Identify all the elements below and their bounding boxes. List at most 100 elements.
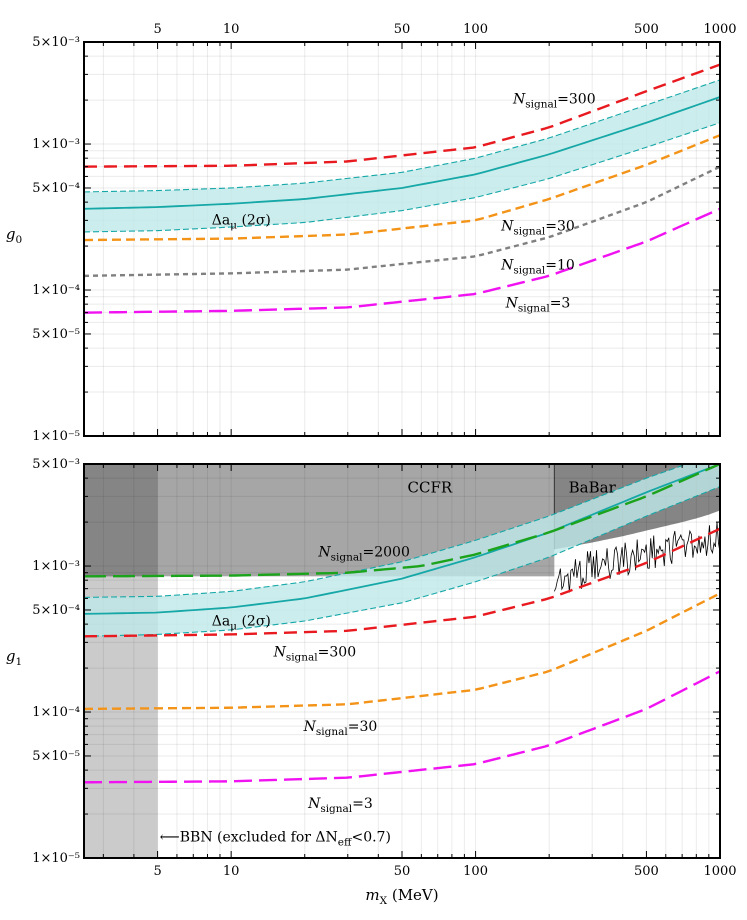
curve-label-prefix: N [505,295,519,311]
x-axis-label-sub: X [380,895,388,907]
bbn-label-text: ⟵BBN (excluded for ΔN [160,829,338,845]
babar-label: BaBar [569,478,617,496]
x-tick-label: 100 [463,864,488,879]
y-axis-label: g0 [6,225,22,246]
series-10-label: Nsignal=10 [500,258,575,277]
plot-area-top [84,42,720,436]
curve-label-sub: signal [513,265,545,277]
curve-label-sub: signal [513,226,545,238]
x-tick-label: 50 [394,864,411,879]
x-top-tick-label: 5 [153,22,161,37]
y-tick-label: 1×10⁻⁴ [32,705,80,720]
series-30-line [84,592,720,711]
x-tick-label: 500 [634,864,659,879]
x-tick-label: 5 [153,864,161,879]
curve-label-prefix: N [512,92,526,108]
y-tick-label: 5×10⁻⁵ [32,327,80,342]
curve-label-sub: signal [518,302,550,314]
curve-label-value: =3 [352,796,373,812]
series-300-label: Nsignal=300 [273,645,357,664]
series-2000-label: Nsignal=2000 [317,545,409,564]
band-label-text: Δa [212,213,230,229]
series-30-label: Nsignal=30 [500,219,575,238]
series-3-label: Nsignal=3 [307,796,373,815]
x-top-tick-label: 500 [634,22,659,37]
curve-label-value: =3 [550,295,571,311]
g2-band-upper [84,464,689,598]
band-label-sub: μ [230,220,237,232]
x-top-tick-label: 10 [223,22,240,37]
series-30-line [84,134,720,242]
frame-bottom [83,463,721,859]
x-axis-label-main: m [365,886,379,904]
curve-label-value: =300 [557,92,595,108]
y-axis-label-main: g [6,225,16,243]
x-tick-label: 10 [223,864,240,879]
curve-label-sub: signal [286,652,318,664]
x-axis-label: mX (MeV) [365,886,438,907]
g2-band-center [84,464,720,615]
y-tick-label: 5×10⁻³ [32,35,80,50]
band-label-text: Δa [212,614,230,630]
curve-label-prefix: N [273,645,287,661]
curve-label-prefix: N [500,219,514,235]
y-tick-label: 1×10⁻⁵ [32,851,80,866]
panel-bottom: CCFR BaBar ⟵BBN (excluded for ΔNeff<0.7) Δa… [6,457,737,907]
series-3-line [84,670,720,784]
y-tick-label: 5×10⁻³ [32,457,80,472]
grid-top [84,42,720,436]
bbn-label-rest: <0.7) [351,829,390,845]
series-2000-line [84,464,720,578]
g2-band [84,79,720,232]
series-300-line [84,527,720,638]
series-300-line [84,63,720,168]
curve-label-value: =300 [318,645,356,661]
curve-label-sub: signal [316,726,348,738]
y-tick-label: 1×10⁻³ [32,559,80,574]
panel-top: Δaμ (2σ)Nsignal=300Nsignal=30Nsignal=10N… [6,22,737,444]
g2-band-lower [84,122,720,233]
y-tick-label: 1×10⁻³ [32,137,80,152]
overlap-region [84,464,158,577]
curve-label-value: =10 [545,258,575,274]
band-label-rest: (2σ) [237,614,271,630]
series-3-label: Nsignal=3 [505,295,571,314]
curve-label-sub: signal [331,552,363,564]
x-tick-label: 1000 [703,864,736,879]
curve-label-prefix: N [500,258,514,274]
g2-band-label: Δaμ (2σ) [212,213,271,232]
y-tick-label: 5×10⁻⁴ [32,603,80,618]
series-300-label: Nsignal=300 [512,92,596,111]
curve-label-prefix: N [317,545,331,561]
y-tick-label: 1×10⁻⁴ [32,283,80,298]
y-tick-label: 1×10⁻⁵ [32,429,80,444]
y-axis-label: g1 [6,647,22,668]
curve-label-prefix: N [307,796,321,812]
y-axis-label-main: g [6,647,16,665]
curve-label-sub: signal [525,99,557,111]
g2-band [84,464,720,637]
g2-band-center [84,96,720,210]
bbn-label: ⟵BBN (excluded for ΔNeff<0.7) [160,829,391,848]
g2-band-upper [84,79,720,193]
x-top-tick-label: 50 [394,22,411,37]
ccfr-label: CCFR [408,478,453,496]
g2-band-lower [84,486,720,637]
y-tick-label: 5×10⁻⁴ [32,181,80,196]
y-tick-label: 5×10⁻⁵ [32,749,80,764]
curve-label-value: =30 [545,219,575,235]
y-axis-label-sub: 1 [15,656,22,668]
curve-label-prefix: N [303,719,317,735]
series-3-line [84,207,720,314]
babar-limit-line [553,521,720,593]
bbn-label-sub: eff [338,836,353,848]
band-label-sub: μ [230,621,237,633]
curve-label-value: =30 [348,719,378,735]
plot-area-bottom [84,464,720,858]
y-axis-label-sub: 0 [15,234,22,246]
x-top-tick-label: 1000 [703,22,736,37]
band-label-rest: (2σ) [237,213,271,229]
series-30-label: Nsignal=30 [303,719,378,738]
frame-top [83,41,721,437]
